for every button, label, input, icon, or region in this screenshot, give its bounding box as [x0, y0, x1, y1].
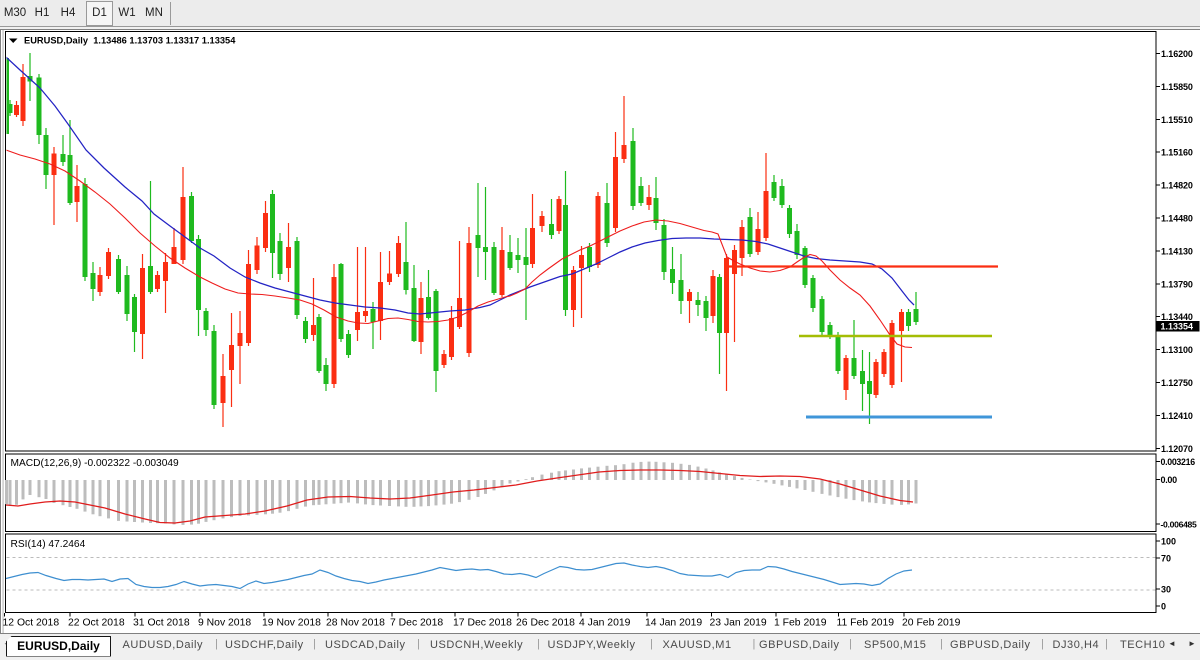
svg-text:1.12070: 1.12070 [1161, 444, 1193, 454]
svg-text:MACD(12,26,9) -0.002322 -0.003: MACD(12,26,9) -0.002322 -0.003049 [11, 458, 180, 469]
svg-text:1.13440: 1.13440 [1161, 312, 1193, 322]
svg-text:19 Nov 2018: 19 Nov 2018 [262, 618, 321, 629]
svg-text:22 Oct 2018: 22 Oct 2018 [68, 618, 125, 629]
svg-text:11 Feb 2019: 11 Feb 2019 [837, 618, 895, 629]
svg-text:0.00: 0.00 [1161, 475, 1178, 485]
svg-text:1.12750: 1.12750 [1161, 378, 1193, 388]
svg-text:1.14480: 1.14480 [1161, 214, 1193, 224]
svg-text:23 Jan 2019: 23 Jan 2019 [710, 618, 767, 629]
svg-text:1.15160: 1.15160 [1161, 148, 1193, 158]
svg-text:EURUSD,Daily 1.13486 1.13703: EURUSD,Daily 1.13486 1.13703 1.13317 1.1… [24, 36, 236, 46]
svg-text:1.13790: 1.13790 [1161, 279, 1193, 289]
svg-text:1.15850: 1.15850 [1161, 82, 1193, 92]
svg-text:1.14130: 1.14130 [1161, 246, 1193, 256]
svg-text:1 Feb 2019: 1 Feb 2019 [774, 618, 827, 629]
svg-text:0.003216: 0.003216 [1161, 457, 1196, 467]
svg-text:31 Oct 2018: 31 Oct 2018 [133, 618, 190, 629]
svg-text:7 Dec 2018: 7 Dec 2018 [390, 618, 443, 629]
svg-text:70: 70 [1161, 554, 1171, 564]
svg-text:4 Jan 2019: 4 Jan 2019 [579, 618, 631, 629]
svg-text:26 Dec 2018: 26 Dec 2018 [516, 618, 575, 629]
svg-text:28 Nov 2018: 28 Nov 2018 [326, 618, 385, 629]
svg-text:0: 0 [1161, 602, 1166, 612]
svg-text:20 Feb 2019: 20 Feb 2019 [902, 618, 961, 629]
svg-text:1.15510: 1.15510 [1161, 115, 1193, 125]
svg-text:1.13354: 1.13354 [1161, 322, 1194, 332]
svg-text:1.14820: 1.14820 [1161, 181, 1193, 191]
svg-text:12 Oct 2018: 12 Oct 2018 [3, 618, 60, 629]
svg-text:-0.006485: -0.006485 [1161, 520, 1198, 530]
svg-text:1.16200: 1.16200 [1161, 49, 1193, 59]
svg-text:1.13100: 1.13100 [1161, 345, 1193, 355]
svg-text:RSI(14) 47.2464: RSI(14) 47.2464 [11, 539, 86, 550]
svg-text:30: 30 [1161, 585, 1171, 595]
svg-text:1.12410: 1.12410 [1161, 411, 1193, 421]
svg-text:14 Jan 2019: 14 Jan 2019 [645, 618, 702, 629]
svg-text:100: 100 [1161, 537, 1176, 547]
svg-text:17 Dec 2018: 17 Dec 2018 [453, 618, 512, 629]
svg-text:9 Nov 2018: 9 Nov 2018 [198, 618, 251, 629]
